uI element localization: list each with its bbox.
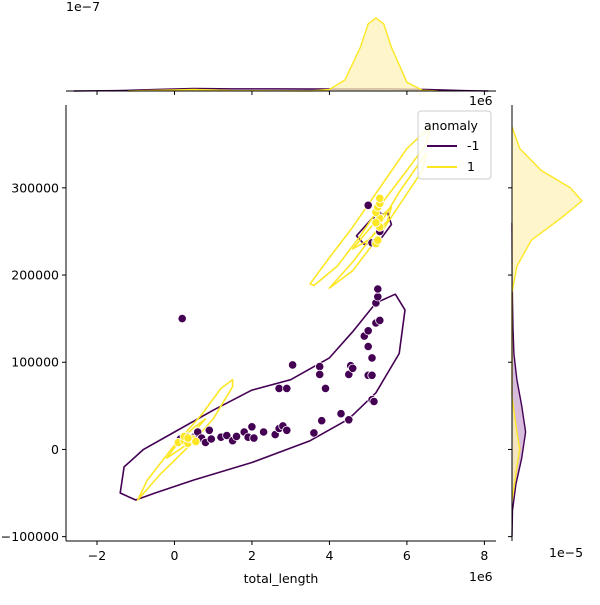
- scatter-point-pos1-6: [183, 433, 193, 443]
- legend-label-neg1: -1: [467, 138, 479, 153]
- scatter-point-neg1-29: [317, 416, 327, 426]
- scatter-point-neg1-25: [287, 360, 298, 370]
- legend: anomaly -1 1: [417, 110, 492, 180]
- right-kde-line-pos1: [511, 126, 584, 502]
- scatter-point-neg1-9: [206, 434, 216, 444]
- kde-contour-pos1-2: [136, 378, 234, 501]
- top-kde-line-pos1: [127, 17, 438, 92]
- scatter-point-neg1-35: [348, 363, 358, 373]
- scatter-point-neg1-30: [320, 383, 331, 393]
- x-tick-label-1: 0: [170, 548, 178, 563]
- right-marginal-offset-text: 1e−5: [549, 545, 583, 560]
- scatter-point-neg1-16: [247, 422, 257, 432]
- scatter-point-neg1-24: [282, 383, 292, 393]
- scatter-point-neg1-8: [204, 425, 214, 435]
- scatter-point-neg1-40: [367, 353, 377, 363]
- right-marginal-kde: [511, 126, 584, 537]
- scatter-point-neg1-39: [367, 370, 377, 380]
- x-tick-label-2: 2: [248, 548, 256, 563]
- scatter-point-neg1-49: [363, 200, 373, 210]
- scatter-point-pos1-4: [191, 436, 201, 447]
- main-scatter-plot: [119, 126, 431, 501]
- x-tick-label-3: 4: [325, 548, 333, 563]
- legend-title: anomaly: [424, 118, 479, 133]
- top-kde-fill-pos1: [128, 18, 438, 91]
- x-offset-text-bottom: 1e6: [469, 569, 493, 584]
- scatter-point-neg1-0: [177, 313, 187, 324]
- x-tick-label-0: −2: [88, 548, 106, 563]
- x-tick-label-4: 6: [403, 548, 411, 563]
- y-tick-label-4: 300000: [11, 180, 59, 195]
- scatter-point-neg1-38: [363, 326, 373, 336]
- axes-layer: −2 0 2 4 6 8 −100000 0 100000 200000 300000: [1, 90, 513, 563]
- scatter-point-neg1-13: [231, 431, 242, 441]
- x-offset-text-top: 1e6: [469, 93, 493, 108]
- kde-contour-neg1-0: [119, 293, 406, 501]
- top-kde-line-neg1: [73, 87, 489, 92]
- scatter-point-neg1-46: [375, 315, 385, 325]
- scatter-point-neg1-18: [258, 427, 269, 437]
- scatter-point-neg1-44: [373, 292, 383, 302]
- y-tick-label-0: −100000: [1, 529, 59, 544]
- scatter-point-neg1-27: [315, 361, 325, 372]
- kde-contour-pos1-6: [351, 206, 393, 250]
- y-tick-label-1: 0: [51, 442, 59, 457]
- scatter-point-pos1-14: [375, 193, 385, 203]
- top-marginal-kde: [73, 17, 489, 92]
- scatter-point-neg1-11: [222, 430, 232, 441]
- scatter-point-neg1-22: [282, 425, 292, 435]
- scatter-point-neg1-41: [363, 341, 373, 352]
- right-kde-fill-pos1: [512, 126, 582, 502]
- scatter-point-neg1-17: [249, 433, 259, 443]
- scatter-point-neg1-45: [373, 284, 383, 294]
- top-marginal-offset-text: 1e−7: [66, 0, 100, 14]
- scatter-point-neg1-34: [344, 415, 354, 425]
- legend-label-1: 1: [467, 159, 475, 174]
- y-tick-label-2: 100000: [11, 355, 59, 370]
- scatter-point-neg1-31: [336, 409, 346, 419]
- scatter-point-neg1-28: [315, 369, 325, 379]
- scatter-point-neg1-26: [309, 428, 319, 438]
- x-tick-label-5: 8: [480, 548, 488, 563]
- scatter-point-neg1-48: [369, 396, 379, 407]
- scatter-point-neg1-23: [274, 383, 284, 393]
- scatter-point-pos1-15: [371, 218, 381, 228]
- y-tick-label-3: 200000: [11, 268, 59, 283]
- scatter-point-pos1-8: [373, 235, 383, 245]
- x-axis-label: total_length: [244, 571, 319, 586]
